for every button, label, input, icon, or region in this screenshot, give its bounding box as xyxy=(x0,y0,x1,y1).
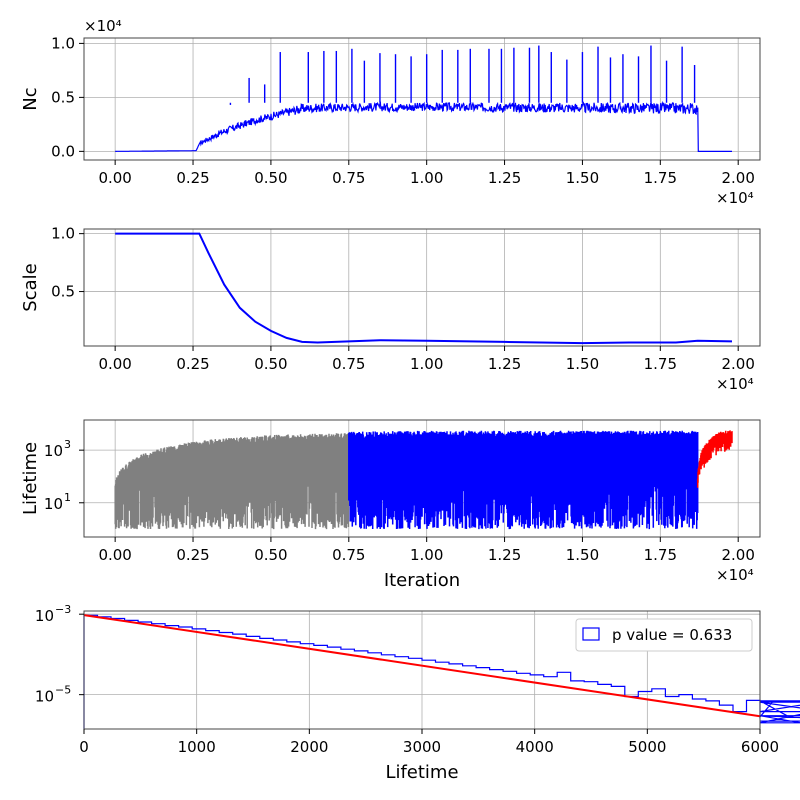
axes-frame-nc xyxy=(83,37,761,161)
x-tick-label: 1.75 xyxy=(644,546,677,564)
x-tick-label: 1.00 xyxy=(410,355,443,373)
series-histogram xyxy=(83,614,800,729)
lifetime-series-gray xyxy=(114,433,350,530)
panel-nc: 0.00 0.25 0.50 0.75 1.00 1.25 1.50 1.75 2.00 0.0… xyxy=(20,17,761,207)
y-offset-label-nc: ×10⁴ xyxy=(84,17,122,35)
x-tick-label: 1.25 xyxy=(488,355,521,373)
y-tick-label: 1.0 xyxy=(51,34,75,52)
panel-lifetime: 0.00 0.25 0.50 0.75 1.00 1.25 1.50 1.75 2.00 10 … xyxy=(20,419,761,591)
x-tick-label: 0.75 xyxy=(332,546,365,564)
x-tick-label: 1000 xyxy=(178,738,216,756)
x-tick-label: 2000 xyxy=(290,738,328,756)
x-tick-label: 0.75 xyxy=(332,355,365,373)
x-offset-label-scale: ×10⁴ xyxy=(716,375,754,393)
x-tick-label: 4000 xyxy=(516,738,554,756)
x-tick-label: 1.25 xyxy=(488,169,521,187)
y-axis-label-nc: Nc xyxy=(20,87,41,110)
x-tick-label: 0.50 xyxy=(254,355,287,373)
x-tick-label: 0.75 xyxy=(332,169,365,187)
legend-box xyxy=(575,618,753,652)
y-ticks-nc: 0.0 0.5 1.0 xyxy=(51,34,84,160)
y-axis-label-scale: Scale xyxy=(20,263,41,311)
x-tick-label: 1.50 xyxy=(566,546,599,564)
x-tick-label: 1.75 xyxy=(644,169,677,187)
x-tick-label: 5000 xyxy=(628,738,666,756)
y-ticks-histogram: 10 −5 10 −3 xyxy=(35,603,84,706)
x-tick-label: 0 xyxy=(79,738,89,756)
x-tick-label: 6000 xyxy=(741,738,779,756)
y-axis-label-lifetime: Lifetime xyxy=(20,442,41,515)
x-tick-label: 1.50 xyxy=(566,355,599,373)
x-offset-label-nc: ×10⁴ xyxy=(716,189,754,207)
scale-series-line xyxy=(115,232,733,345)
lifetime-series-blue xyxy=(348,430,699,530)
x-tick-label: 0.00 xyxy=(98,169,131,187)
x-tick-label: 0.50 xyxy=(254,169,287,187)
axes-frame-lifetime xyxy=(83,419,761,538)
panel-scale: 0.00 0.25 0.50 0.75 1.00 1.25 1.50 1.75 2.00 0.5… xyxy=(20,225,761,393)
series-nc xyxy=(115,45,732,152)
x-offset-label-lifetime: ×10⁴ xyxy=(716,566,754,584)
x-tick-label: 3000 xyxy=(403,738,441,756)
legend-swatch xyxy=(582,627,600,641)
x-ticks-lifetime: 0.00 0.25 0.50 0.75 1.00 1.25 1.50 1.75 2.00 xyxy=(98,537,755,564)
y-tick-label-lifetime-1000-base: 10 xyxy=(44,442,63,460)
x-ticks-histogram: 0 1000 2000 3000 4000 5000 6000 xyxy=(79,729,779,756)
y-tick-label-lifetime-10-base: 10 xyxy=(44,495,63,513)
y-tick-label-lifetime-10-exp: 1 xyxy=(64,491,71,504)
y-ticks-lifetime: 10 1 10 3 xyxy=(44,438,84,513)
x-axis-label-iteration: Iteration xyxy=(384,570,460,591)
x-tick-label: 0.25 xyxy=(176,355,209,373)
y-tick-label: 0.0 xyxy=(51,142,75,160)
x-tick-label: 2.00 xyxy=(721,169,754,187)
x-ticks-scale: 0.00 0.25 0.50 0.75 1.00 1.25 1.50 1.75 2.00 xyxy=(98,346,755,373)
y-tick-label: 0.5 xyxy=(51,88,75,106)
y-tick-label-lifetime-1000-exp: 3 xyxy=(64,438,71,451)
x-tick-label: 0.00 xyxy=(98,355,131,373)
y-tick-label-hist-1e-5-base: 10 xyxy=(35,688,54,706)
y-tick-label-hist-1e-3-base: 10 xyxy=(35,607,54,625)
x-tick-label: 2.00 xyxy=(721,355,754,373)
fit-line xyxy=(83,614,761,718)
axes-frame-scale xyxy=(83,228,761,347)
y-tick-label: 1.0 xyxy=(51,225,75,243)
legend: p value = 0.633 xyxy=(575,618,753,652)
histogram-steps xyxy=(83,614,800,729)
x-tick-label: 1.00 xyxy=(410,169,443,187)
x-tick-label: 0.25 xyxy=(176,169,209,187)
panel-histogram: 0 1000 2000 3000 4000 5000 6000 10 −5 10 −3 Li… xyxy=(35,603,800,783)
lifetime-series-red xyxy=(696,430,733,488)
legend-label: p value = 0.633 xyxy=(612,626,732,644)
x-axis-label-lifetime: Lifetime xyxy=(385,762,458,783)
x-tick-label: 1.00 xyxy=(410,546,443,564)
x-tick-label: 2.00 xyxy=(721,546,754,564)
nc-series-line xyxy=(115,100,732,152)
x-tick-label: 0.50 xyxy=(254,546,287,564)
x-tick-label: 1.50 xyxy=(566,169,599,187)
y-tick-label-hist-1e-3-exp: −3 xyxy=(55,603,71,616)
x-ticks-nc: 0.00 0.25 0.50 0.75 1.00 1.25 1.50 1.75 2.00 xyxy=(98,160,755,187)
series-lifetime xyxy=(114,430,733,530)
y-tick-label-hist-1e-5-exp: −5 xyxy=(55,684,71,697)
x-tick-label: 1.75 xyxy=(644,355,677,373)
y-tick-label: 0.5 xyxy=(51,283,75,301)
x-tick-label: 1.25 xyxy=(488,546,521,564)
series-scale xyxy=(115,232,733,345)
x-tick-label: 0.25 xyxy=(176,546,209,564)
y-ticks-scale: 0.5 1.0 xyxy=(51,225,84,301)
x-tick-label: 0.00 xyxy=(98,546,131,564)
